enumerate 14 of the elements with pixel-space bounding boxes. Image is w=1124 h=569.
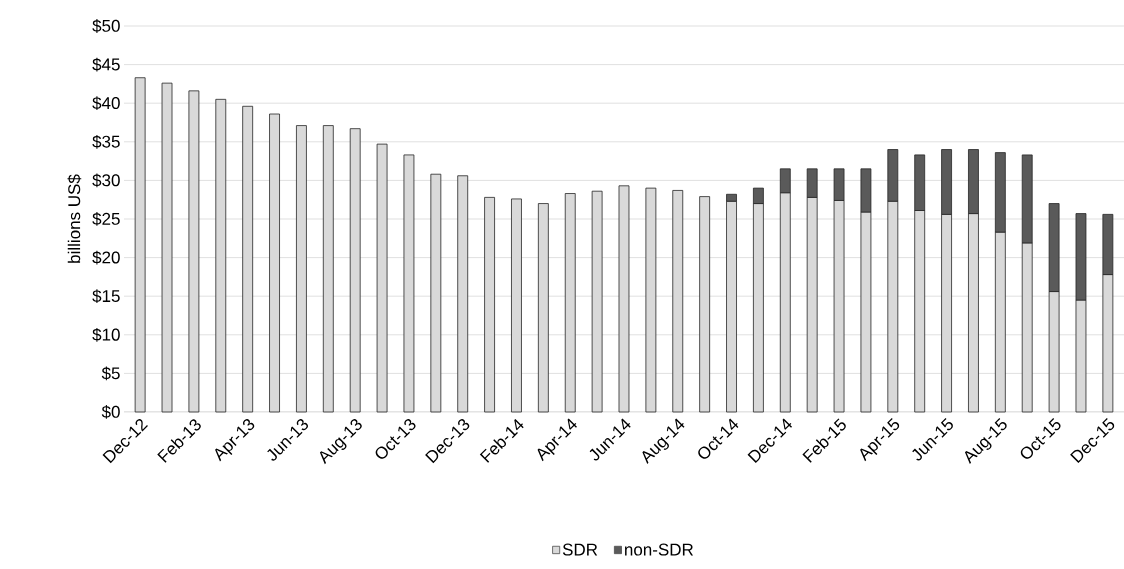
y-tick-label: $30 <box>92 173 120 188</box>
legend-label: SDR <box>562 543 598 556</box>
legend-label: non-SDR <box>625 543 694 556</box>
y-tick-label: $0 <box>101 405 120 419</box>
y-tick-label: $5 <box>101 366 120 381</box>
y-tick-label: $20 <box>92 250 120 265</box>
y-axis-title: billions US$ <box>67 174 82 263</box>
y-tick-label: $45 <box>92 57 120 72</box>
y-tick-label: $25 <box>92 212 120 226</box>
y-tick-label: $15 <box>92 289 120 304</box>
y-tick-label: $10 <box>92 327 120 342</box>
y-tick-label: $35 <box>92 134 120 149</box>
y-tick-label: $50 <box>92 19 120 33</box>
y-tick-label: $40 <box>92 96 120 111</box>
